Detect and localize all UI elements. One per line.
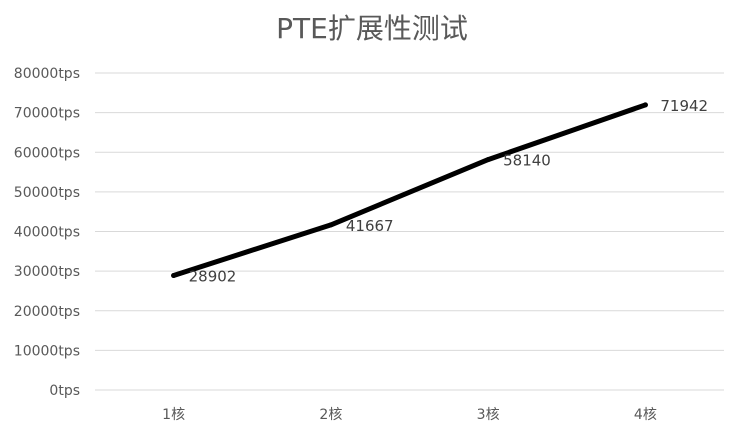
data-label: 28902 [189, 267, 237, 285]
y-tick-label: 10000tps [14, 343, 80, 359]
x-tick-label: 2核 [319, 407, 342, 423]
gridlines [95, 72, 724, 391]
series-line [171, 102, 648, 278]
data-point [171, 272, 177, 278]
y-tick-label: 0tps [49, 383, 80, 399]
x-axis-ticks: 1核 2核 3核 4核 [162, 407, 657, 423]
data-label: 58140 [503, 152, 551, 170]
y-tick-label: 20000tps [14, 304, 80, 320]
data-labels: 28902 41667 58140 71942 [189, 97, 708, 286]
chart-title: PTE扩展性测试 [276, 12, 468, 45]
data-point [328, 222, 334, 228]
data-label: 71942 [660, 97, 708, 115]
x-tick-label: 3核 [477, 407, 500, 423]
y-tick-label: 70000tps [14, 106, 80, 122]
x-tick-label: 1核 [162, 407, 185, 423]
y-tick-label: 40000tps [14, 225, 80, 241]
y-tick-label: 50000tps [14, 185, 80, 201]
data-point [642, 102, 648, 108]
y-tick-label: 60000tps [14, 145, 80, 161]
y-tick-label: 80000tps [14, 66, 80, 82]
x-tick-label: 4核 [634, 407, 657, 423]
series-layer [171, 102, 648, 278]
y-tick-label: 30000tps [14, 264, 80, 280]
y-axis-ticks: 0tps 10000tps 20000tps 30000tps 40000tps 5000… [14, 66, 80, 399]
data-point [485, 157, 491, 163]
data-label: 41667 [346, 217, 394, 235]
